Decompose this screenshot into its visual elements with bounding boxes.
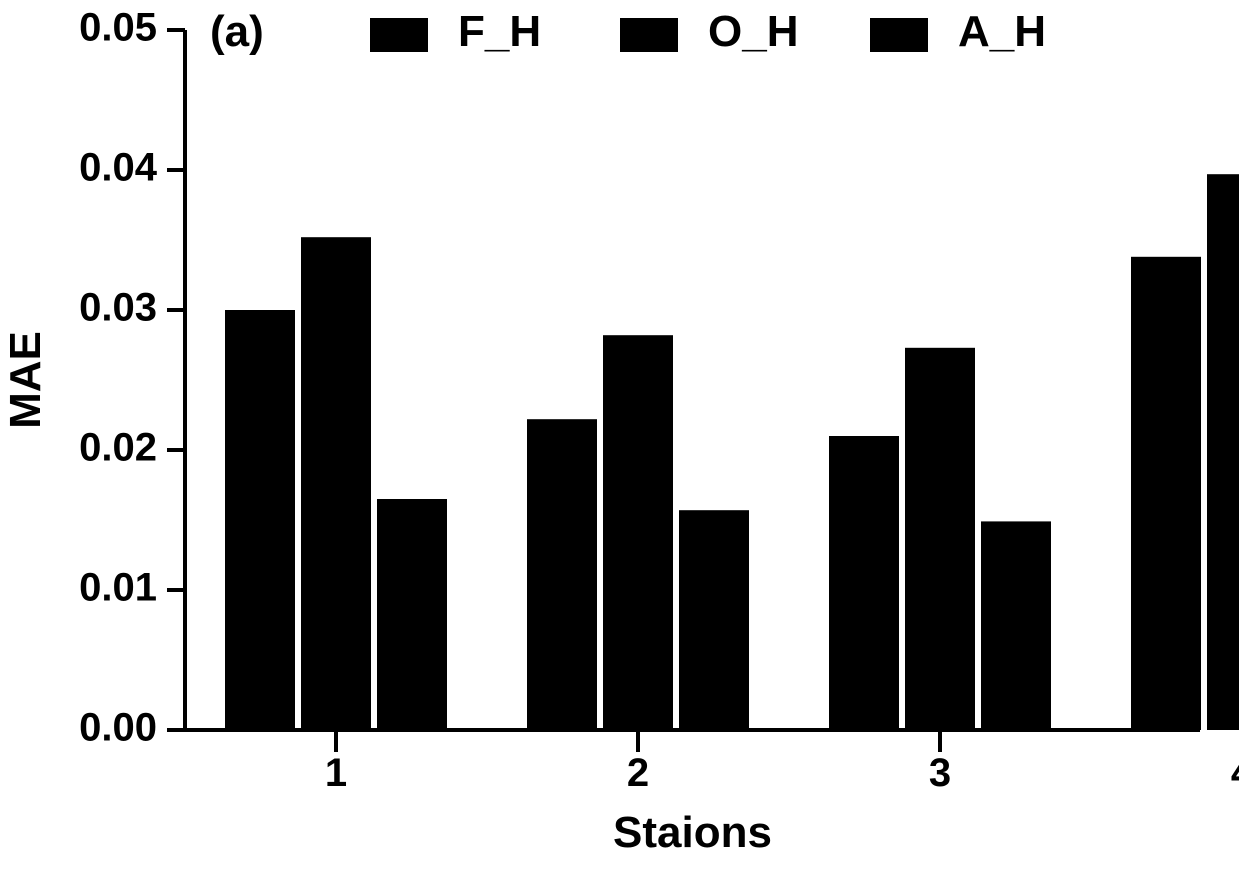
x-tick-label: 2 <box>627 751 649 795</box>
y-tick-label: 0.01 <box>79 566 157 610</box>
bar <box>377 499 447 730</box>
bar <box>603 335 673 730</box>
bar <box>301 237 371 730</box>
bar <box>829 436 899 730</box>
bar-chart: 0.00 0.01 0.02 0.03 0.04 0.05 1 2 3 4 MAE Staions (a… <box>0 0 1239 891</box>
y-axis-title: MAE <box>1 331 50 429</box>
legend-label: A_H <box>958 7 1046 56</box>
y-tick-label: 0.00 <box>79 706 157 750</box>
y-tick-label: 0.04 <box>79 146 158 190</box>
legend-label: F_H <box>458 7 541 56</box>
y-tick-label: 0.02 <box>79 426 157 470</box>
x-tick-label: 1 <box>325 751 347 795</box>
panel-label: (a) <box>210 7 264 56</box>
y-tick-label: 0.05 <box>79 6 157 50</box>
bar <box>1207 174 1239 730</box>
legend-label: O_H <box>708 7 798 56</box>
legend-swatch <box>620 18 678 52</box>
bar <box>981 521 1051 730</box>
x-tick-label: 3 <box>929 751 951 795</box>
y-tick-label: 0.03 <box>79 286 157 330</box>
bar <box>225 310 295 730</box>
legend-swatch <box>870 18 928 52</box>
x-tick-label: 4 <box>1231 751 1239 795</box>
bar <box>905 348 975 730</box>
x-axis-title: Staions <box>613 808 772 857</box>
bar <box>527 419 597 730</box>
legend-swatch <box>370 18 428 52</box>
bar <box>1131 257 1201 730</box>
bar <box>679 510 749 730</box>
